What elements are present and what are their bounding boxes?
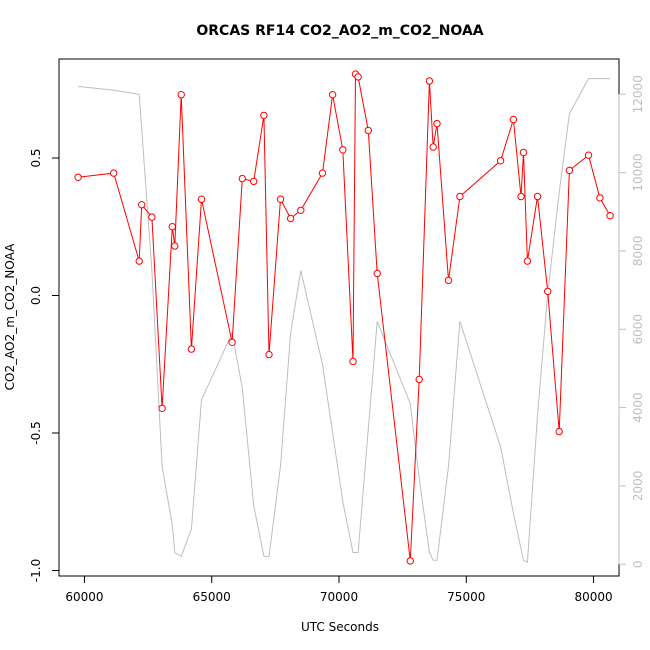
y2-tick-label: 4000 (631, 392, 645, 423)
y-tick-label: 0.5 (29, 148, 43, 167)
data-point (349, 357, 357, 366)
x-tick-label: 75000 (447, 590, 485, 604)
data-point (286, 214, 295, 223)
data-point (148, 213, 156, 221)
secondary-series-line (78, 78, 611, 564)
data-point (110, 169, 118, 177)
data-point (425, 77, 434, 85)
data-point (74, 173, 82, 182)
data-point (406, 557, 414, 565)
x-axis-title: UTC Seconds (301, 620, 379, 634)
data-point (544, 287, 552, 296)
data-point (496, 157, 505, 165)
data-point (135, 257, 143, 265)
y-axis-title: CO2_AO2_m_CO2_NOAA (3, 243, 17, 390)
y2-tick-label: 2000 (631, 471, 645, 502)
chart-title: ORCAS RF14 CO2_AO2_m_CO2_NOAA (196, 23, 483, 39)
data-point (276, 195, 285, 203)
y-tick-label: 0.0 (29, 286, 43, 305)
data-point (187, 345, 196, 353)
data-point (168, 223, 177, 231)
x-tick-label: 70000 (320, 590, 358, 604)
primary-series-line (78, 72, 611, 561)
data-point (444, 276, 453, 285)
data-point (456, 192, 464, 201)
y2-tick-label: 6000 (631, 314, 645, 345)
chart-marks: 60000 65000 70000 75000 80000 -1.0 -0.5 0.0 0.5 0… (29, 70, 645, 604)
y-tick-label: -1.0 (29, 559, 43, 582)
data-point (364, 126, 372, 135)
data-point (228, 338, 236, 346)
data-point (158, 404, 166, 412)
data-point (429, 143, 437, 151)
x-tick-label: 65000 (193, 590, 231, 604)
data-point (197, 195, 206, 203)
data-point (297, 206, 305, 215)
data-point (328, 91, 337, 99)
data-point (596, 194, 604, 202)
data-point (519, 148, 528, 157)
y2-tick-label: 0 (631, 560, 645, 568)
data-point (565, 166, 574, 175)
data-point (523, 257, 532, 265)
x-tick-label: 80000 (574, 590, 612, 604)
data-point (339, 146, 347, 154)
data-point (433, 119, 441, 128)
y-tick-label: -0.5 (29, 421, 43, 444)
data-point (606, 212, 614, 220)
data-point (517, 192, 525, 201)
data-point (171, 242, 179, 250)
data-point (250, 177, 258, 186)
y2-tick-label: 10000 (631, 153, 645, 191)
data-point (509, 115, 518, 124)
data-point (354, 73, 362, 81)
data-point (373, 269, 381, 278)
data-point (265, 350, 273, 359)
data-point (138, 201, 146, 209)
data-point (584, 151, 593, 159)
data-point (177, 91, 185, 99)
data-point (318, 169, 327, 177)
x-tick-label: 60000 (65, 590, 103, 604)
y2-tick-label: 8000 (631, 236, 645, 267)
data-point (533, 192, 542, 201)
data-point (555, 427, 563, 436)
data-point (260, 111, 268, 120)
data-point (415, 375, 423, 384)
data-point (238, 174, 247, 183)
y2-tick-label: 12000 (631, 75, 645, 113)
